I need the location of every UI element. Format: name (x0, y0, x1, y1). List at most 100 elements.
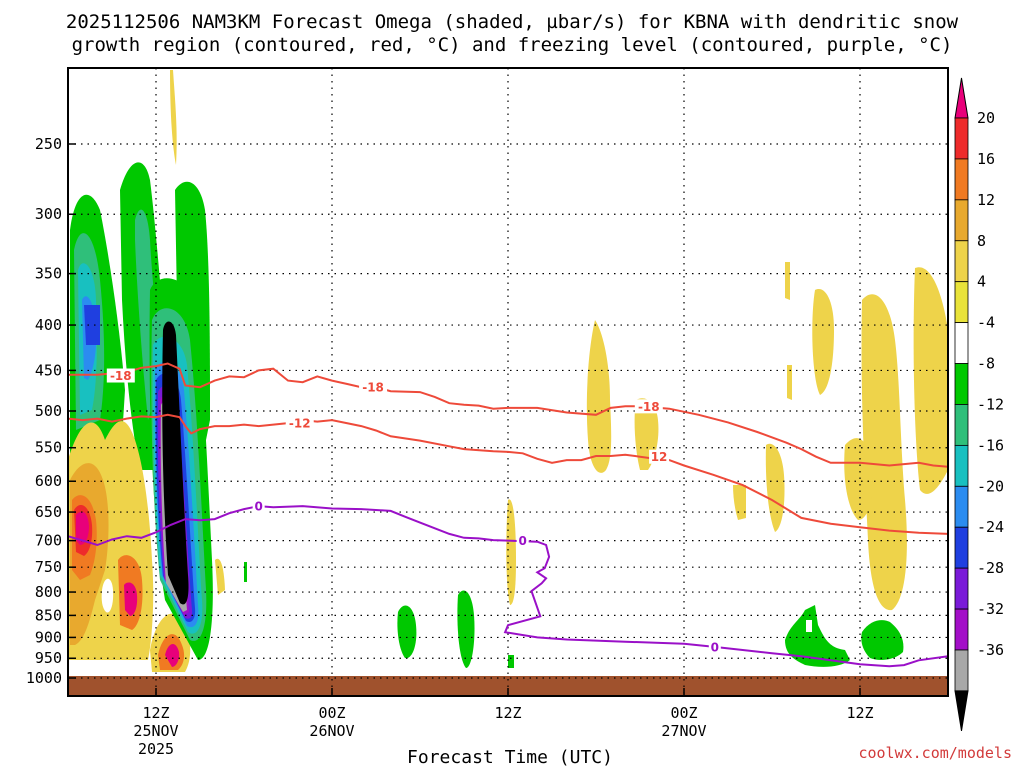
y-tick-label-550: 550 (35, 439, 62, 457)
omega-area-yellow-blob-7 (812, 289, 834, 395)
omega-area-left-navy (84, 305, 100, 345)
colorbar-box-2 (954, 158, 969, 201)
contour-label-6: 0 (518, 534, 526, 548)
colorbar-box-8 (954, 404, 969, 446)
colorbar-label-3: 8 (977, 232, 986, 250)
colorbar-box-10 (954, 485, 969, 528)
contour-label-7: 0 (711, 641, 719, 655)
colorbar-label-11: -28 (977, 559, 1004, 577)
y-tick-label-750: 750 (35, 558, 62, 576)
contour-label-3: -12 (289, 417, 311, 431)
contour-line-2 (68, 505, 948, 668)
omega-area-upper-top-yellow (170, 70, 177, 165)
contour-line-0 (68, 362, 948, 468)
omega-area-green-blob-4 (508, 655, 514, 668)
contour-labels: -18 -18 -18 -12 12 0 0 0 (106, 368, 721, 655)
x-tick-label-4: 12Z (846, 704, 873, 722)
colorbar-label-6: -8 (977, 355, 995, 373)
omega-area-mid-warm-magenta (124, 582, 138, 616)
omega-area-yellow-blob-4 (733, 485, 746, 520)
y-tick-label-850: 850 (35, 606, 62, 624)
y-tick-label-350: 350 (35, 265, 62, 283)
x-tick-label-3: 00Z (670, 704, 697, 722)
colorbar-box-6 (954, 322, 969, 364)
y-tick-label-250: 250 (35, 135, 62, 153)
x-tick-date-3: 27NOV (661, 722, 706, 740)
omega-area-lower-left-magenta (76, 511, 89, 545)
colorbar-box-12 (954, 567, 969, 610)
plot-frame (67, 67, 949, 697)
colorbar-box-11 (954, 526, 969, 569)
omega-area-yellow-blob-2 (586, 320, 612, 473)
colorbar-box-9 (954, 444, 969, 487)
colorbar-box-14 (954, 649, 969, 692)
omega-area-core-black (162, 321, 189, 605)
y-tick-label-650: 650 (35, 503, 62, 521)
x-tick-year-0: 2025 (138, 740, 174, 758)
contour-lines (68, 362, 948, 668)
omega-area-green-right-2 (861, 620, 904, 660)
colorbar-box-1 (954, 117, 969, 160)
colorbar-box-3 (954, 199, 969, 242)
contour-line-1 (68, 413, 948, 535)
contour-label-bg-3 (285, 416, 314, 431)
omega-area-yellow-right-edge (913, 267, 948, 494)
y-tick-label-300: 300 (35, 205, 62, 223)
omega-area-green-blob-1 (244, 562, 247, 582)
colorbar-label-7: -12 (977, 395, 1004, 413)
colorbar-label-4: 4 (977, 273, 986, 291)
grid-lines (68, 68, 948, 696)
contour-label-bg-1 (359, 380, 388, 395)
contour-label-bg-6 (516, 533, 529, 548)
x-tick-label-1: 00Z (318, 704, 345, 722)
omega-area-yellow-column-1 (506, 499, 516, 605)
y-tick-label-600: 600 (35, 472, 62, 490)
x-axis-label: Forecast Time (UTC) (407, 747, 613, 768)
y-tick-label-800: 800 (35, 583, 62, 601)
colorbar-bottom-triangle (954, 690, 969, 732)
contour-label-bg-7 (708, 640, 721, 655)
colorbar-label-9: -20 (977, 477, 1004, 495)
contour-label-bg-5 (252, 499, 265, 514)
chart-title-line-1: 2025112506 NAM3KM Forecast Omega (shaded… (66, 11, 959, 33)
omega-area-green-right-1 (785, 605, 850, 667)
contour-label-bg-0 (106, 368, 135, 383)
colorbar-label-5: -4 (977, 314, 995, 332)
contour-label-1: -18 (362, 381, 384, 395)
y-tick-label-500: 500 (35, 402, 62, 420)
contour-label-bg-2 (634, 399, 663, 414)
colorbar-box-13 (954, 608, 969, 651)
colorbar-box-4 (954, 240, 969, 283)
omega-area-white-right-hole (806, 620, 812, 632)
x-tick-date-0: 25NOV (133, 722, 178, 740)
colorbar-label-1: 16 (977, 150, 995, 168)
colorbar-label-12: -32 (977, 600, 1004, 618)
omega-area-yellow-right-lower (844, 438, 873, 520)
y-axis-ticks: 250 300 350 400 450 500 550 600 650 700 750 800 850 9… (26, 135, 76, 687)
chart-title-line-2: growth region (contoured, red, °C) and f… (72, 34, 953, 56)
colorbar-top-triangle (954, 77, 969, 119)
contour-label-5: 0 (254, 500, 262, 514)
omega-area-green-blob-2 (397, 605, 417, 659)
omega-area-white-hole-1 (101, 578, 114, 613)
x-tick-label-0: 12Z (142, 704, 169, 722)
colorbar-box-7 (954, 363, 969, 405)
credit-text: coolwx.com/models (858, 744, 1012, 762)
y-tick-label-900: 900 (35, 628, 62, 646)
y-tick-label-1000: 1000 (26, 669, 62, 687)
colorbar: 20 16 12 8 4 -4 -8 -12 -16 -20 -24 -28 -32 -36 (954, 77, 1004, 732)
omega-area-yellow-blob-5 (765, 443, 785, 532)
colorbar-label-0: 20 (977, 109, 995, 127)
omega-area-green-blob-3 (457, 590, 475, 668)
colorbar-label-8: -16 (977, 436, 1004, 454)
y-tick-label-700: 700 (35, 532, 62, 550)
contour-label-bg-4 (649, 449, 670, 464)
contour-label-4: 12 (651, 450, 668, 464)
y-tick-label-950: 950 (35, 649, 62, 667)
x-tick-label-2: 12Z (494, 704, 521, 722)
x-tick-date-1: 26NOV (309, 722, 354, 740)
colorbar-label-13: -36 (977, 641, 1004, 659)
omega-area-yellow-blob-8 (787, 365, 792, 400)
contour-label-2: -18 (638, 400, 660, 414)
